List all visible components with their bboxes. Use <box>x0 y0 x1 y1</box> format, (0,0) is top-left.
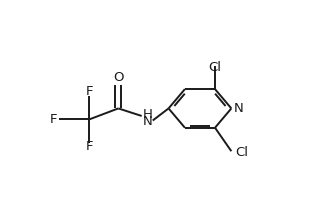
Text: F: F <box>86 140 93 153</box>
Text: N: N <box>234 102 244 115</box>
Text: Cl: Cl <box>235 146 248 159</box>
Text: H: H <box>142 108 152 121</box>
Text: F: F <box>86 85 93 99</box>
Text: F: F <box>50 113 57 126</box>
Text: O: O <box>113 71 123 84</box>
Text: N: N <box>142 114 152 128</box>
Text: Cl: Cl <box>209 61 222 74</box>
